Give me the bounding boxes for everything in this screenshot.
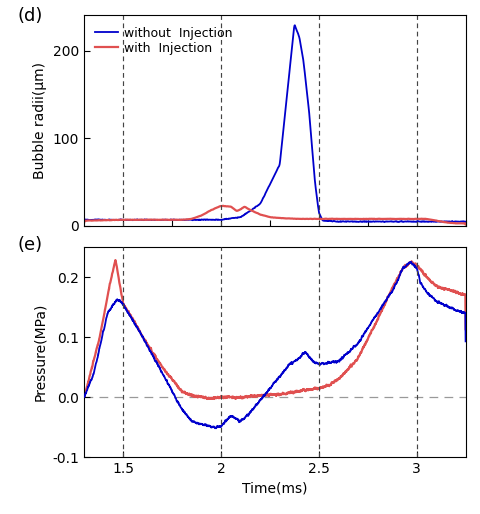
Legend: without  Injection, with  Injection: without Injection, with Injection — [90, 22, 238, 60]
Text: (e): (e) — [17, 236, 42, 254]
with  Injection — [228, 204, 233, 210]
without  Injection — [456, 218, 461, 225]
without  Injection — [81, 219, 87, 226]
without  Injection — [228, 215, 233, 222]
with  Injection — [414, 216, 420, 222]
Line: with  Injection: with Injection — [84, 206, 466, 225]
Text: (d): (d) — [17, 7, 43, 25]
X-axis label: Time(ms): Time(ms) — [242, 482, 308, 496]
without  Injection — [463, 220, 468, 226]
Y-axis label: Bubble radii(μm): Bubble radii(μm) — [33, 62, 47, 179]
without  Injection — [125, 217, 131, 223]
with  Injection — [244, 205, 250, 211]
without  Injection — [414, 218, 420, 225]
with  Injection — [220, 203, 226, 209]
Line: without  Injection: without Injection — [84, 25, 466, 223]
with  Injection — [463, 222, 468, 228]
without  Injection — [147, 217, 153, 223]
without  Injection — [244, 210, 250, 216]
without  Injection — [292, 22, 298, 28]
Y-axis label: Pressure(MPa): Pressure(MPa) — [33, 303, 47, 401]
with  Injection — [147, 217, 153, 223]
with  Injection — [125, 216, 131, 223]
with  Injection — [456, 220, 461, 226]
with  Injection — [81, 220, 87, 226]
